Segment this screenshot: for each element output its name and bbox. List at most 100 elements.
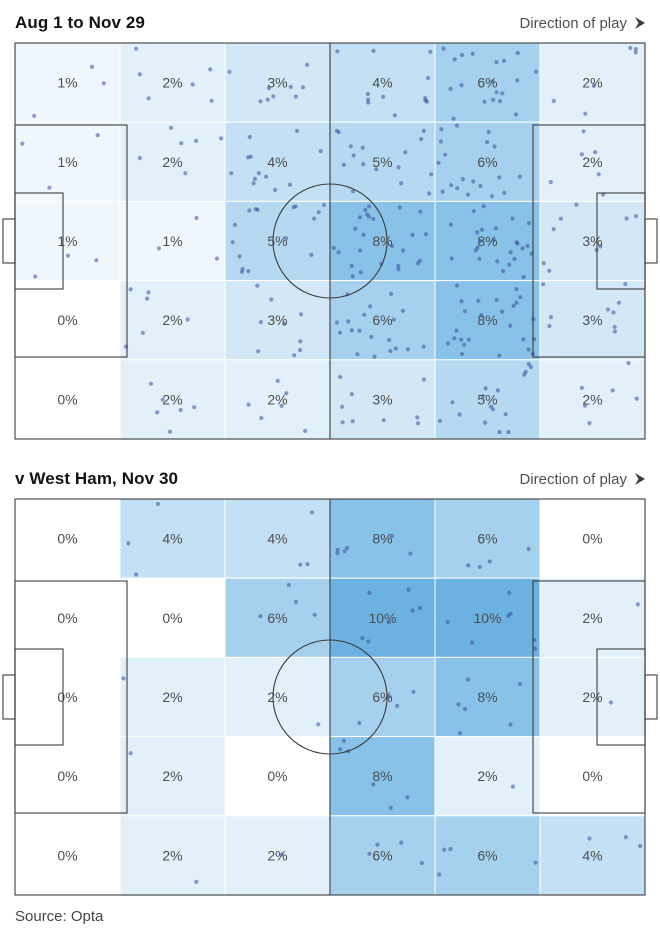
touch-dot bbox=[463, 707, 468, 712]
touch-dot bbox=[403, 150, 408, 155]
cell-percent-label: 3% bbox=[582, 312, 602, 328]
touch-dot bbox=[338, 374, 343, 380]
touch-dot bbox=[508, 250, 513, 255]
touch-dot bbox=[134, 46, 139, 51]
touch-dot bbox=[156, 246, 161, 251]
touch-dot bbox=[316, 210, 321, 215]
cell-percent-label: 8% bbox=[372, 768, 392, 784]
touch-dot bbox=[397, 205, 402, 210]
touch-dot bbox=[506, 430, 511, 435]
cell-percent-label: 6% bbox=[477, 154, 497, 170]
touch-dot bbox=[612, 329, 618, 334]
touch-dot bbox=[288, 84, 293, 89]
touch-dot bbox=[445, 341, 450, 346]
touch-dot bbox=[246, 269, 251, 274]
touch-dot bbox=[361, 232, 366, 237]
touch-dot bbox=[185, 317, 190, 322]
touch-dot bbox=[365, 212, 370, 217]
touch-dot bbox=[449, 183, 454, 188]
touch-dot bbox=[611, 310, 616, 315]
touch-dot bbox=[303, 428, 308, 433]
touch-dot bbox=[454, 328, 459, 333]
touch-dot bbox=[282, 321, 287, 326]
touch-dot bbox=[387, 620, 392, 625]
touch-dot bbox=[209, 98, 214, 103]
touch-dot bbox=[574, 202, 579, 207]
goal-left bbox=[2, 218, 16, 264]
touch-dot bbox=[460, 52, 465, 58]
cell-percent-label: 2% bbox=[162, 847, 182, 863]
touch-dot bbox=[299, 312, 304, 317]
heat-cell bbox=[119, 656, 226, 738]
cell-percent-label: 2% bbox=[162, 75, 182, 91]
touch-dot bbox=[626, 360, 631, 366]
touch-dot bbox=[229, 171, 234, 176]
touch-dots bbox=[20, 45, 639, 435]
touch-dot bbox=[293, 599, 298, 604]
touch-dot bbox=[146, 96, 151, 101]
heat-cell bbox=[434, 498, 541, 579]
touch-dot bbox=[349, 263, 354, 269]
touch-dot bbox=[608, 700, 614, 705]
touch-dot bbox=[194, 138, 199, 143]
touch-dot bbox=[605, 307, 611, 312]
heat-cell bbox=[434, 200, 541, 282]
touch-dot bbox=[443, 152, 448, 157]
touch-dot bbox=[47, 185, 52, 190]
touch-dot bbox=[533, 860, 538, 865]
touch-dot bbox=[417, 258, 422, 263]
heat-cell bbox=[224, 656, 331, 738]
touch-dot bbox=[148, 381, 153, 386]
touch-dot bbox=[633, 214, 639, 219]
touch-dot bbox=[275, 378, 280, 383]
touch-dot bbox=[284, 391, 289, 396]
cell-percent-label: 2% bbox=[582, 75, 602, 91]
center-circle bbox=[272, 183, 388, 299]
touch-dot bbox=[518, 295, 523, 300]
touch-dot bbox=[366, 204, 372, 209]
touch-dot bbox=[515, 241, 520, 246]
heat-cell bbox=[224, 815, 331, 896]
touch-dot bbox=[355, 352, 360, 357]
cell-percent-label: 10% bbox=[368, 610, 396, 626]
cell-percent-label: 0% bbox=[267, 768, 287, 784]
touch-dot bbox=[338, 747, 343, 752]
touch-dot bbox=[460, 177, 465, 182]
touch-dot bbox=[471, 179, 476, 184]
cell-percent-label: 10% bbox=[473, 610, 501, 626]
touch-dot bbox=[269, 297, 274, 302]
touch-dot bbox=[528, 364, 534, 370]
touch-dot bbox=[388, 348, 393, 354]
touch-dot bbox=[500, 91, 505, 96]
touch-dot bbox=[476, 298, 481, 303]
heat-cells bbox=[14, 42, 646, 440]
touch-dot bbox=[190, 82, 195, 87]
touch-dot bbox=[342, 549, 347, 554]
direction-arrow-icon bbox=[635, 17, 645, 29]
touch-dot bbox=[300, 85, 306, 90]
cell-percent-label: 6% bbox=[477, 75, 497, 91]
heat-cell bbox=[434, 736, 541, 817]
touch-dot bbox=[336, 250, 341, 255]
touch-dot bbox=[208, 67, 213, 72]
goal-left bbox=[2, 674, 16, 720]
touch-dot bbox=[616, 300, 622, 305]
touch-dot bbox=[533, 646, 538, 651]
touch-dot bbox=[167, 429, 173, 434]
touch-dot bbox=[503, 412, 508, 417]
touch-dot bbox=[521, 275, 526, 280]
touch-dot bbox=[396, 263, 401, 269]
touch-dot bbox=[365, 91, 370, 97]
touch-dot bbox=[134, 572, 139, 577]
touch-dot bbox=[483, 386, 488, 391]
cell-percent-label: 6% bbox=[372, 847, 392, 863]
touch-dot bbox=[406, 587, 411, 592]
touch-dot bbox=[421, 377, 426, 382]
touch-dot bbox=[371, 216, 376, 222]
touch-dot bbox=[583, 111, 588, 116]
touch-dot bbox=[507, 262, 512, 267]
touch-dot bbox=[350, 189, 356, 194]
cell-percent-label: 2% bbox=[477, 768, 497, 784]
pitch-chart-match: v West Ham, Nov 30 Direction of play 0% 4… bbox=[0, 456, 660, 896]
heat-cell bbox=[539, 736, 646, 817]
